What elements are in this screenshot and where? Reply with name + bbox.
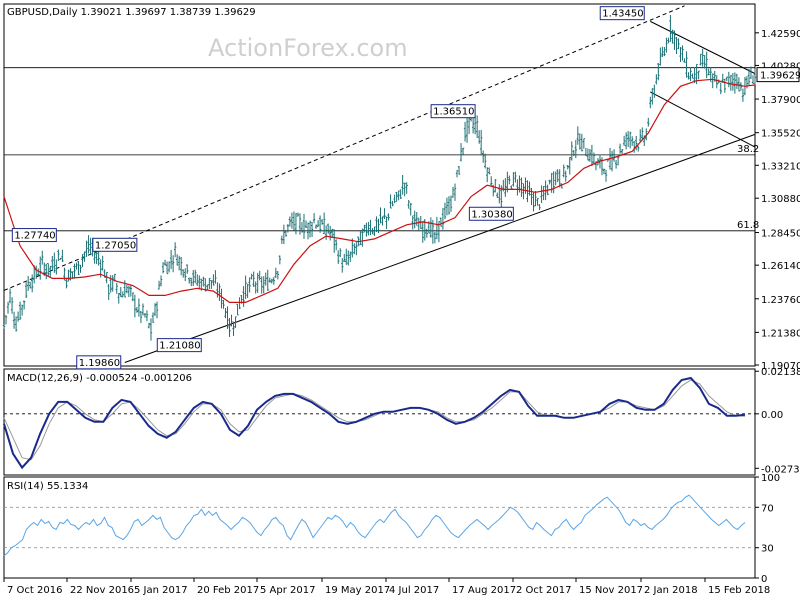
macd-signal-line [3, 379, 746, 461]
price-y-tick-label: 1.37900 [761, 95, 800, 106]
x-tick-label: 22 Nov 2016 [70, 585, 134, 596]
last-price-label: 1.39629 [760, 71, 800, 82]
chart-title: GBPUSD,Daily 1.39021 1.39697 1.38739 1.3… [7, 7, 256, 18]
x-tick-label: 5 Apr 2017 [260, 585, 315, 596]
x-tick-label: 7 Oct 2016 [7, 585, 62, 596]
swing-label-box [11, 228, 57, 243]
x-tick-label: 19 May 2017 [325, 585, 390, 596]
swing-label: 1.30380 [471, 209, 512, 220]
fib-level-label: 38.2 [737, 144, 759, 155]
macd-y-tick-label: -0.02735 [761, 464, 800, 475]
x-tick-label: 17 Aug 2017 [452, 585, 516, 596]
fib-level-label: 61.8 [737, 220, 759, 231]
x-tick-label: 20 Feb 2017 [197, 585, 259, 596]
macd-pane-frame [3, 368, 756, 476]
price-y-tick-label: 1.35520 [761, 129, 800, 140]
swing-label: 1.27740 [14, 231, 55, 242]
macd-title: MACD(12,26,9) -0.000524 -0.001206 [7, 373, 192, 384]
moving-average-line [3, 78, 756, 303]
macd-y-tick-label: 0.00 [761, 410, 783, 421]
price-y-tick-label: 1.26140 [761, 261, 800, 272]
x-tick-label: 15 Nov 2017 [579, 585, 643, 596]
swing-label-box [156, 338, 202, 353]
x-tick-label: 4 Jul 2017 [389, 585, 439, 596]
swing-label-box [92, 237, 138, 252]
price-y-tick-label: 1.40280 [761, 61, 800, 72]
price-y-tick-label: 1.21380 [761, 328, 800, 339]
price-y-tick-label: 1.23760 [761, 295, 800, 306]
macd-line [3, 376, 746, 470]
x-tick-label: 2 Oct 2017 [516, 585, 571, 596]
trend-line [650, 20, 756, 75]
price-y-tick-label: 1.33210 [761, 161, 800, 172]
price-pane-frame [3, 3, 756, 367]
macd-y-tick-label: 0.021384 [761, 367, 800, 378]
rsi-y-tick-label: 0 [761, 574, 767, 585]
price-y-tick-label: 1.28450 [761, 229, 800, 240]
rsi-line [3, 494, 746, 557]
price-y-tick-label: 1.42590 [761, 29, 800, 40]
x-tick-label: 2 Jan 2018 [644, 585, 698, 596]
last-price-box [756, 67, 800, 83]
swing-label: 1.19860 [79, 358, 120, 369]
swing-label: 1.43450 [602, 9, 643, 20]
rsi-y-tick-label: 100 [761, 473, 780, 484]
rsi-pane-frame [3, 476, 756, 579]
swing-label: 1.36510 [433, 107, 474, 118]
rsi-y-tick-label: 70 [761, 503, 774, 514]
swing-label-box [76, 355, 122, 370]
swing-label-box [468, 206, 514, 221]
price-y-tick-label: 1.19070 [761, 361, 800, 372]
x-tick-label: 15 Feb 2018 [708, 585, 770, 596]
swing-label: 1.27050 [95, 240, 136, 251]
swing-label: 1.21080 [159, 341, 200, 352]
rsi-title: RSI(14) 55.1334 [7, 481, 88, 492]
swing-label-box [599, 6, 645, 21]
price-y-tick-label: 1.30880 [761, 194, 800, 205]
rsi-y-tick-label: 30 [761, 544, 774, 555]
watermark: ActionForex.com [208, 34, 408, 62]
price-bars [2, 15, 757, 341]
x-tick-label: 5 Jan 2017 [134, 585, 188, 596]
swing-label-box [430, 104, 476, 119]
